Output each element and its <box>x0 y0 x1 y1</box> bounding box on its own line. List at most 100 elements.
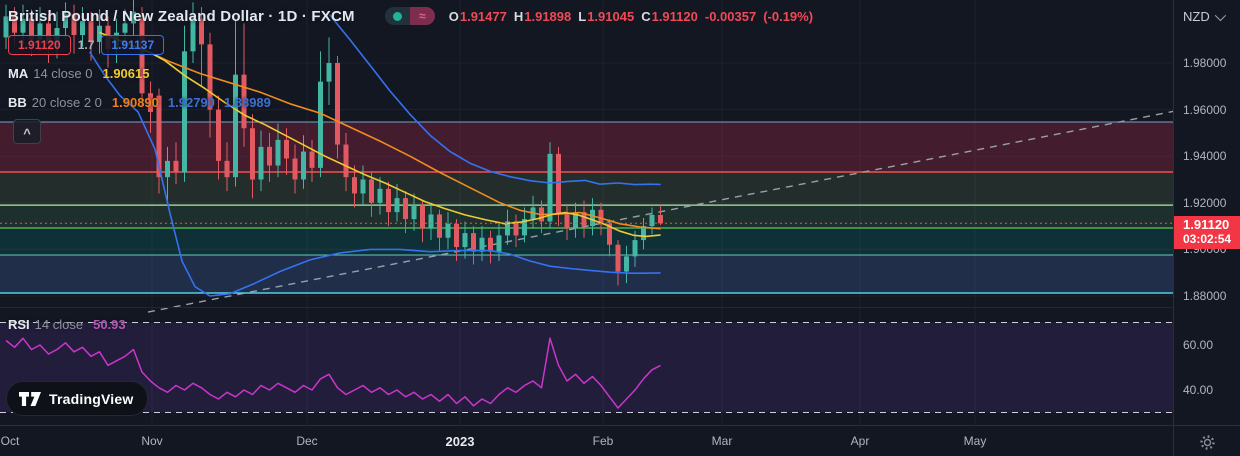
candle-body <box>513 221 519 236</box>
candle-body <box>522 219 527 236</box>
low-value: 1.91045 <box>587 8 635 24</box>
time-tick-oct[interactable]: Oct <box>0 434 20 448</box>
price-tag-red[interactable]: 1.91120 <box>8 35 71 55</box>
axis-settings-button[interactable] <box>1194 429 1220 455</box>
candle-body <box>437 214 442 238</box>
price-axis[interactable]: NZD 1.98000 1.96000 1.94000 1.92000 1.90000 1… <box>1173 0 1240 425</box>
candle-body <box>199 18 204 45</box>
pane-separator[interactable] <box>0 307 1240 308</box>
ohlc-readout: O1.91477 H1.91898 L1.91045 C1.91120 -0.00357… <box>449 9 820 24</box>
last-price-value: 1.91120 <box>1183 217 1230 233</box>
tradingview-logo-text: TradingView <box>49 390 134 407</box>
candle-body <box>505 221 510 236</box>
currency-selector[interactable]: NZD <box>1183 9 1226 24</box>
change-value: -0.00357 <box>704 8 757 24</box>
change-pct-value: (-0.19%) <box>763 8 814 24</box>
candle-body <box>488 237 493 252</box>
candle-body <box>182 51 187 173</box>
candle-body <box>165 160 170 178</box>
bb-name: BB <box>8 95 27 110</box>
candle-body <box>581 212 587 227</box>
candle-body <box>411 205 417 220</box>
candle-body <box>97 25 102 43</box>
candle-body <box>420 205 425 229</box>
ma-params: 14 close 0 <box>33 66 93 81</box>
gear-icon <box>1199 434 1215 450</box>
candle-body <box>360 179 366 194</box>
price-band <box>0 172 1173 206</box>
candle-body <box>454 223 459 248</box>
candle-body <box>173 160 179 173</box>
time-tick-dec[interactable]: Dec <box>296 434 318 448</box>
bar-countdown: 03:02:54 <box>1183 232 1232 247</box>
axis-corner-divider <box>1173 426 1174 456</box>
rsi-legend[interactable]: RSI 14 close 50.93 <box>8 317 126 332</box>
price-tick: 1.88000 <box>1183 289 1227 303</box>
price-tag-blue[interactable]: 1.91137 <box>101 35 165 55</box>
bb-lower-value: 1.88989 <box>223 95 271 110</box>
candle-body <box>190 18 196 52</box>
collapse-pane-button[interactable]: ^ <box>13 119 41 144</box>
bb-lower-line <box>89 51 661 297</box>
price-band <box>0 121 1173 173</box>
time-tick-may[interactable]: May <box>963 434 987 448</box>
candle-body <box>343 144 349 178</box>
candle-body <box>258 146 264 180</box>
close-label: C <box>641 8 651 24</box>
bb-basis-value: 1.90890 <box>111 95 159 110</box>
time-tick-apr[interactable]: Apr <box>850 434 870 448</box>
rsi-line <box>5 337 661 409</box>
chart-canvas[interactable] <box>0 0 1173 425</box>
candle-body <box>445 223 451 238</box>
price-tick: 1.98000 <box>1183 56 1227 70</box>
candle-body <box>352 177 357 194</box>
candle-body <box>250 128 255 180</box>
candle-body <box>292 158 298 180</box>
market-open-icon[interactable] <box>384 7 410 25</box>
rsi-tick: 60.00 <box>1183 338 1214 352</box>
delayed-data-icon[interactable]: ≈ <box>409 7 435 25</box>
candle-body <box>301 151 306 180</box>
candle-body <box>88 21 94 43</box>
bb-basis-line <box>139 47 661 230</box>
candle-body <box>615 244 621 272</box>
candle-body <box>148 93 153 112</box>
candle-body <box>12 16 17 33</box>
ma14-line <box>99 31 661 238</box>
symbol-title[interactable]: British Pound / New Zealand Dollar · 1D … <box>8 7 355 25</box>
price-tick: 1.94000 <box>1183 149 1227 164</box>
price-band <box>0 227 1173 255</box>
ma-legend[interactable]: MA 14 close 0 1.90615 <box>8 66 149 81</box>
candle-body <box>471 233 476 252</box>
tradingview-logo[interactable]: TradingView <box>6 381 149 416</box>
time-tick-2023[interactable]: 2023 <box>445 434 475 449</box>
candle-body <box>428 214 434 229</box>
candle-body <box>37 23 43 40</box>
candle-body <box>71 14 77 36</box>
candle-body <box>649 214 655 227</box>
symbol-status: ≈ <box>384 7 435 25</box>
candle-body <box>641 226 646 241</box>
time-tick-mar[interactable]: Mar <box>711 434 733 448</box>
time-axis[interactable]: Oct Nov Dec 2023 Feb Mar Apr May <box>0 425 1240 456</box>
time-tick-nov[interactable]: Nov <box>141 434 163 448</box>
open-value: 1.91477 <box>459 8 507 24</box>
bb-upper-line <box>329 14 661 186</box>
candle-body <box>20 18 26 33</box>
candle-body <box>233 74 238 178</box>
candle-body <box>658 214 663 224</box>
time-tick-feb[interactable]: Feb <box>592 434 614 448</box>
green-dot-icon <box>392 11 402 21</box>
candle-body <box>462 233 468 248</box>
candle-body <box>598 209 604 224</box>
candle-body <box>216 109 221 161</box>
candle-body <box>564 214 570 229</box>
bb-legend[interactable]: BB 20 close 2 0 1.90890 1.92790 1.88989 <box>8 95 271 110</box>
candle-body <box>496 235 502 252</box>
candle-body <box>394 198 400 213</box>
tradingview-mark-icon <box>19 391 41 406</box>
candle-body <box>607 223 612 245</box>
chevron-down-icon <box>1214 9 1226 21</box>
last-price-label[interactable]: 1.91120 03:02:54 <box>1174 216 1240 250</box>
chevron-up-icon: ^ <box>23 125 31 141</box>
